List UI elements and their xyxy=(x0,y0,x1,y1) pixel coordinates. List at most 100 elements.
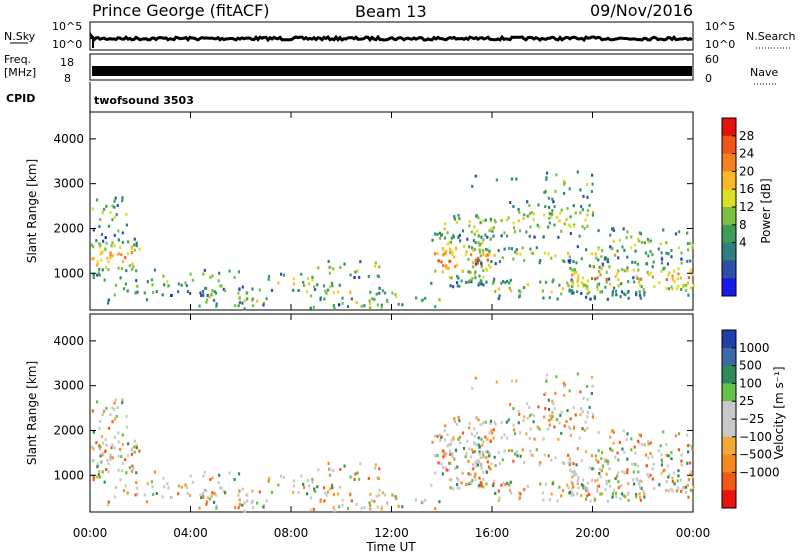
power-cell xyxy=(547,225,550,229)
velocity-cell xyxy=(547,407,551,411)
velocity-cell xyxy=(665,480,668,484)
velocity-cell xyxy=(634,462,637,466)
power-cell xyxy=(630,246,633,250)
power-cell xyxy=(189,292,192,296)
velocity-cell xyxy=(113,495,116,499)
velocity-cell xyxy=(453,417,456,421)
nave-tick-top: 60 xyxy=(705,53,719,66)
velocity-cell xyxy=(580,494,583,498)
velocity-cell xyxy=(481,443,484,447)
velocity-cell xyxy=(184,483,187,487)
power-cell xyxy=(104,247,107,251)
velocity-cell xyxy=(670,450,673,454)
power-cell xyxy=(133,248,136,252)
power-cell xyxy=(610,247,613,251)
velocity-cell xyxy=(593,498,596,502)
power-cell xyxy=(526,214,529,218)
power-cell xyxy=(92,245,95,249)
power-cell xyxy=(478,250,482,254)
velocity-cell xyxy=(133,439,136,443)
velocity-cell xyxy=(601,451,604,455)
velocity-cell xyxy=(480,464,483,468)
velocity-cell xyxy=(96,475,99,479)
colorbar-segment xyxy=(722,347,736,367)
velocity-cell xyxy=(586,385,589,389)
velocity-cell xyxy=(657,449,660,453)
power-cell xyxy=(647,240,650,244)
velocity-cell xyxy=(267,476,271,480)
y-tick-label: 4000 xyxy=(53,334,84,348)
velocity-cell xyxy=(311,480,314,484)
velocity-cell xyxy=(548,414,551,418)
velocity-cell xyxy=(478,450,481,454)
velocity-cell xyxy=(631,462,634,466)
velocity-cell xyxy=(614,476,617,480)
power-y-axis-label: Slant Range [km] xyxy=(25,159,39,263)
power-cell xyxy=(237,304,240,308)
power-cell xyxy=(468,220,471,224)
power-cell xyxy=(660,251,663,255)
velocity-cell xyxy=(508,449,511,453)
velocity-cell xyxy=(504,483,507,487)
velocity-cell xyxy=(489,439,492,443)
velocity-cell xyxy=(205,502,208,506)
velocity-cell xyxy=(111,406,114,410)
velocity-cell xyxy=(243,509,246,513)
velocity-cell xyxy=(316,485,319,489)
velocity-cell xyxy=(647,475,650,479)
velocity-cell xyxy=(447,468,451,472)
velocity-cell xyxy=(475,431,479,435)
velocity-cell xyxy=(597,449,600,453)
velocity-cell xyxy=(339,467,342,471)
velocity-cell xyxy=(544,407,547,411)
velocity-cell xyxy=(333,509,336,513)
velocity-cell xyxy=(96,464,99,468)
power-cell xyxy=(542,235,545,239)
velocity-cell xyxy=(610,449,613,453)
power-cell xyxy=(155,290,158,294)
colorbar-segment xyxy=(722,472,736,491)
velocity-cell xyxy=(636,478,639,482)
velocity-cell xyxy=(659,444,662,448)
velocity-cell xyxy=(563,462,566,466)
velocity-cell xyxy=(576,447,579,451)
velocity-cell xyxy=(446,444,449,448)
velocity-cell xyxy=(492,436,495,440)
power-cell xyxy=(536,223,539,227)
velocity-cell xyxy=(439,438,442,442)
power-cell xyxy=(206,298,209,302)
power-cell xyxy=(638,231,641,235)
velocity-cell xyxy=(601,464,604,468)
velocity-cell xyxy=(355,502,358,506)
power-cell xyxy=(455,220,458,224)
power-cell xyxy=(478,243,481,247)
velocity-cell xyxy=(671,479,674,483)
power-cell xyxy=(477,256,480,260)
velocity-cell xyxy=(620,484,623,488)
velocity-cell xyxy=(107,462,110,466)
power-cell xyxy=(484,233,487,237)
power-cell xyxy=(252,304,255,308)
velocity-cell xyxy=(471,463,475,467)
power-cell xyxy=(652,260,655,264)
velocity-cell xyxy=(386,502,389,506)
power-cell xyxy=(640,284,643,288)
velocity-cell xyxy=(603,459,606,463)
velocity-cell xyxy=(448,449,452,453)
power-cell xyxy=(386,300,389,304)
power-cell xyxy=(689,241,692,245)
velocity-cell xyxy=(343,464,346,468)
power-cell xyxy=(643,293,646,297)
velocity-cell xyxy=(448,477,451,481)
power-cell xyxy=(107,301,110,305)
power-cell xyxy=(201,289,205,293)
power-cell xyxy=(440,260,443,264)
power-cell xyxy=(623,248,626,252)
velocity-cell xyxy=(574,413,577,417)
velocity-cell xyxy=(376,505,379,509)
power-cell xyxy=(125,223,129,227)
power-cell xyxy=(122,287,126,291)
velocity-cell xyxy=(637,439,640,443)
power-cell xyxy=(456,284,459,288)
